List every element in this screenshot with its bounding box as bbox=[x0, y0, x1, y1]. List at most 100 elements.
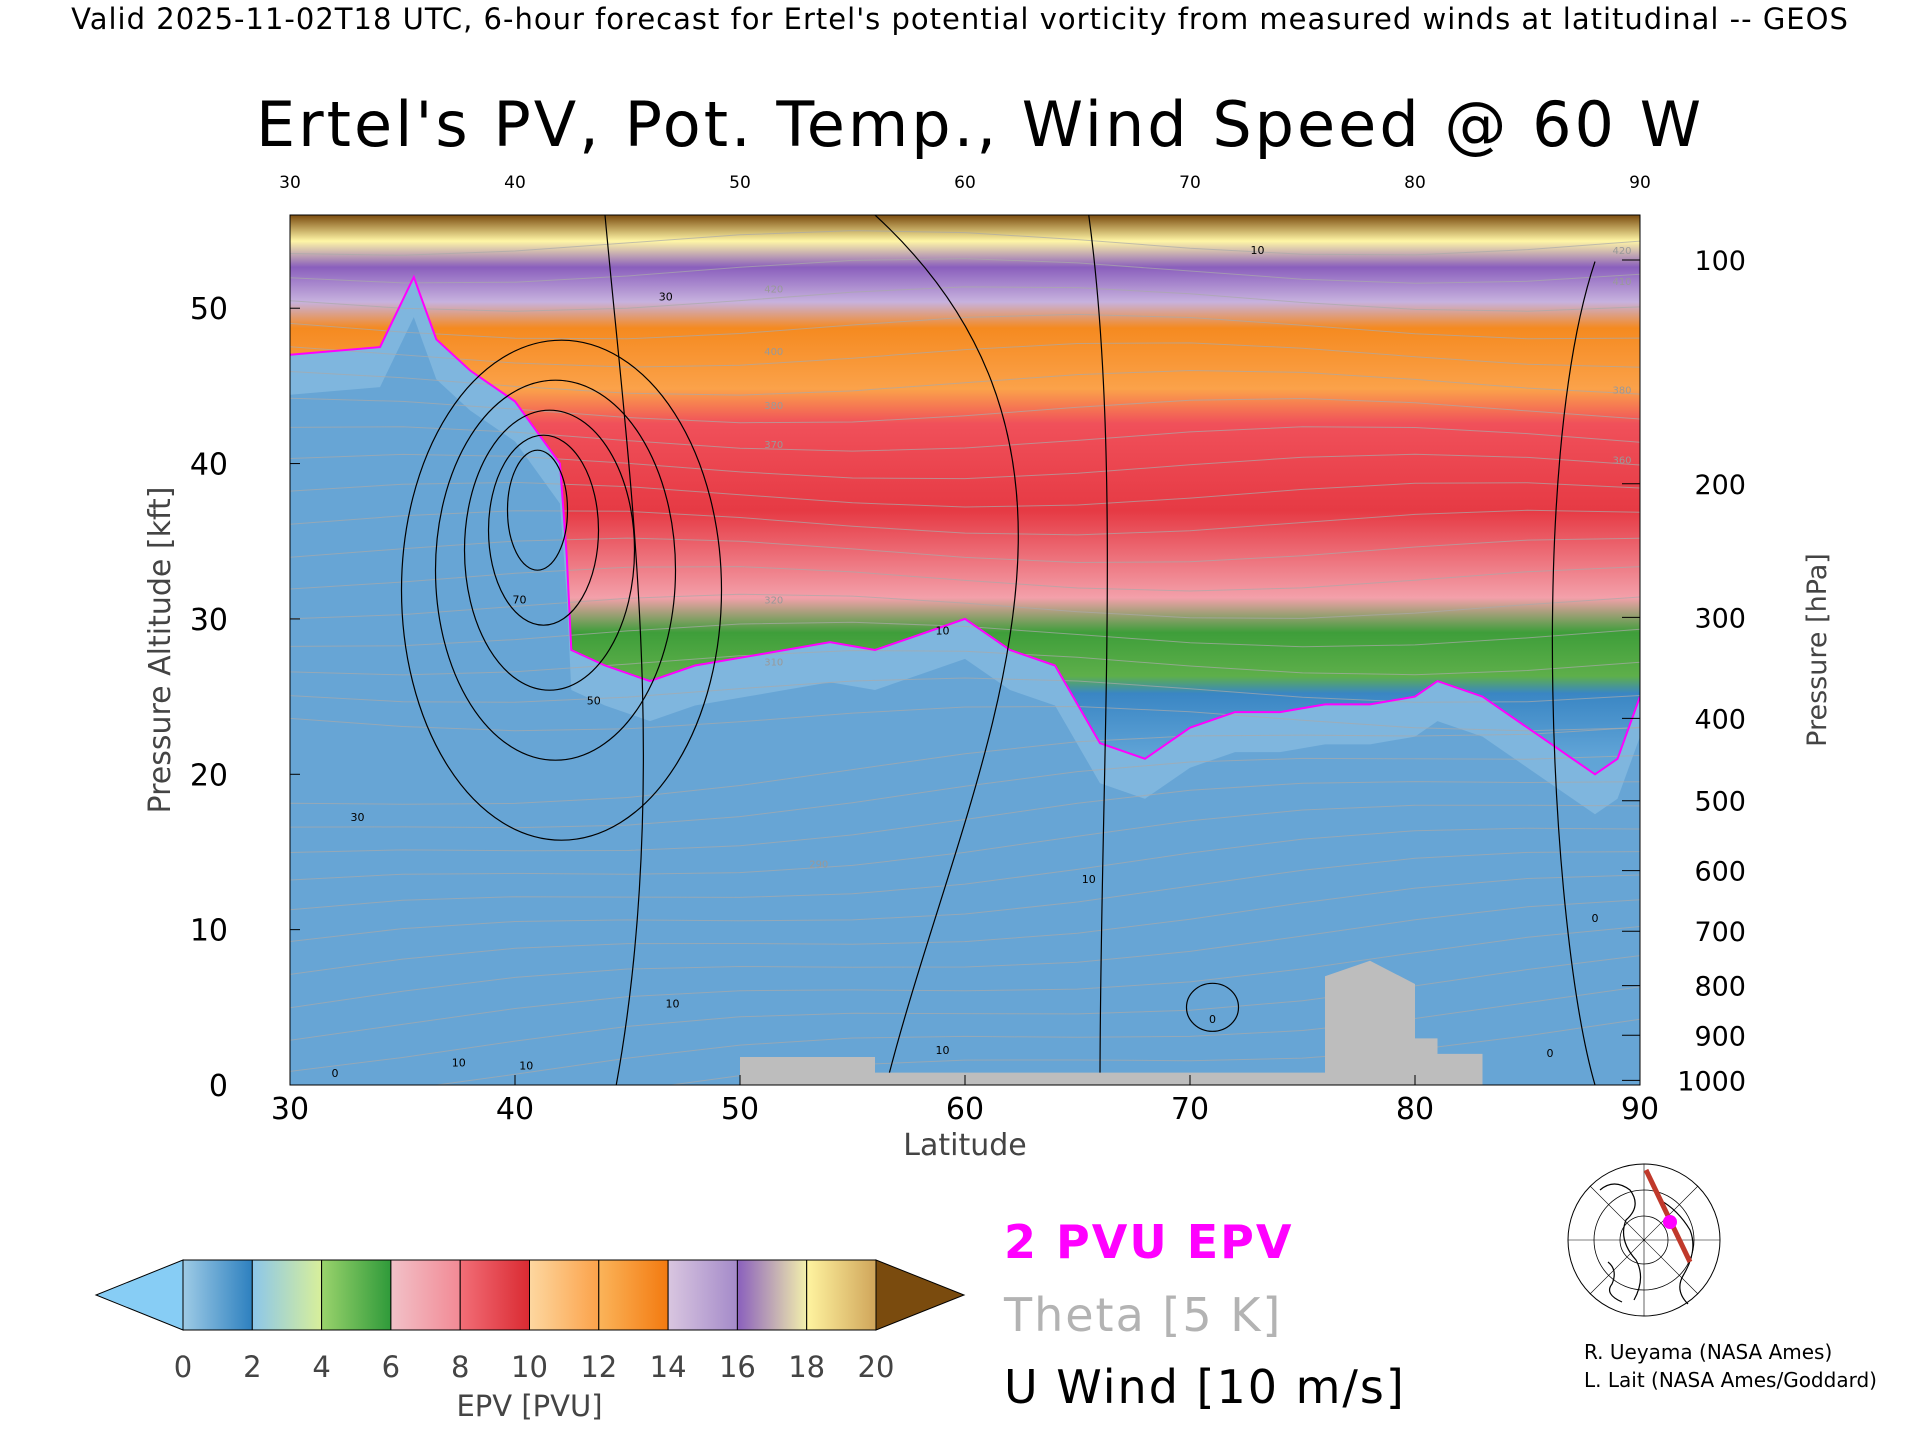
wind-contour-label: 10 bbox=[452, 1056, 466, 1069]
theta-isentrope bbox=[290, 426, 1640, 452]
theta-label: 410 bbox=[1612, 277, 1631, 288]
chart-title: Ertel's PV, Pot. Temp., Wind Speed @ 60 … bbox=[255, 88, 1704, 161]
theta-isentrope bbox=[290, 926, 1640, 1041]
theta-isentrope bbox=[290, 453, 1640, 480]
x-tick-label: 80 bbox=[1396, 1092, 1434, 1127]
wind-contour bbox=[1088, 215, 1108, 1085]
theta-label: 310 bbox=[764, 658, 783, 669]
wind-contour bbox=[604, 215, 644, 1085]
colorbar-tick-label: 2 bbox=[243, 1350, 261, 1384]
x-tick-label: 90 bbox=[1621, 1092, 1659, 1127]
theta-label: 420 bbox=[764, 285, 783, 296]
wind-contour-label: 0 bbox=[1209, 1013, 1216, 1026]
theta-isentrope bbox=[290, 369, 1640, 396]
credit-line: R. Ueyama (NASA Ames) bbox=[1584, 1340, 1833, 1364]
theta-isentrope bbox=[290, 899, 1640, 1009]
theta-isentrope bbox=[290, 755, 1640, 837]
x-axis-label: Latitude bbox=[903, 1128, 1026, 1163]
wind-contour-label: 10 bbox=[519, 1059, 533, 1072]
theta-label: 370 bbox=[764, 440, 783, 451]
theta-label: 400 bbox=[764, 347, 783, 358]
wind-contour-label: 0 bbox=[1547, 1047, 1554, 1060]
theta-isentrope bbox=[290, 230, 1640, 256]
legend-epv-key: 2 PVU EPV bbox=[1004, 1215, 1294, 1269]
wind-contour bbox=[487, 434, 600, 626]
theta-isentrope bbox=[290, 258, 1640, 284]
y-tick-label: 30 bbox=[190, 603, 228, 638]
theta-isentrope bbox=[290, 649, 1640, 676]
x-tick-label: 70 bbox=[1171, 1092, 1209, 1127]
credit-line: L. Lait (NASA Ames/Goddard) bbox=[1584, 1368, 1877, 1392]
x-tick-label: 60 bbox=[946, 1092, 984, 1127]
wind-contour bbox=[1551, 261, 1596, 1085]
theta-label: 380 bbox=[1612, 386, 1631, 397]
pressure-tick-label: 700 bbox=[1694, 917, 1746, 948]
y-axis-label: Pressure Altitude [kft] bbox=[143, 487, 178, 814]
colorbar-tick-label: 4 bbox=[312, 1350, 330, 1384]
colorbar-tick-label: 20 bbox=[858, 1350, 895, 1384]
theta-isentrope bbox=[290, 851, 1640, 949]
theta-isentrope bbox=[290, 781, 1640, 865]
theta-isentrope bbox=[290, 537, 1640, 564]
wind-contour-label: 10 bbox=[666, 997, 680, 1010]
credits: R. Ueyama (NASA Ames) L. Lait (NASA Ames… bbox=[1584, 1338, 1877, 1394]
theta-label: 320 bbox=[764, 595, 783, 606]
colorbar-tick-label: 14 bbox=[650, 1350, 687, 1384]
wind-contour bbox=[874, 215, 1019, 1085]
wind-contour bbox=[400, 339, 723, 841]
colorbar-tick-label: 16 bbox=[719, 1350, 756, 1384]
wind-contour-label: 10 bbox=[1251, 244, 1265, 257]
colorbar-tick-label: 12 bbox=[580, 1350, 617, 1384]
colorbar-band bbox=[736, 1259, 808, 1331]
colorbar-label: EPV [PVU] bbox=[456, 1389, 602, 1423]
x-top-tick-label: 30 bbox=[279, 173, 301, 193]
pressure-tick-label: 400 bbox=[1694, 704, 1746, 735]
colorbar-band bbox=[529, 1259, 600, 1331]
x-top-tick-label: 40 bbox=[504, 173, 526, 193]
locator-map bbox=[1546, 1158, 1742, 1317]
theta-isentrope bbox=[290, 286, 1640, 312]
pressure-tick-label: 200 bbox=[1694, 470, 1746, 501]
pressure-tick-label: 900 bbox=[1694, 1021, 1746, 1052]
colorbar-tick-label: 8 bbox=[451, 1350, 469, 1384]
x-tick-label: 40 bbox=[496, 1092, 534, 1127]
y-tick-label: 0 bbox=[209, 1069, 228, 1104]
forecast-header: Valid 2025-11-02T18 UTC, 6-hour forecast… bbox=[71, 2, 1849, 36]
theta-isentrope bbox=[290, 397, 1640, 424]
colorbar-over-arrow bbox=[875, 1259, 966, 1331]
y-tick-label: 50 bbox=[190, 292, 228, 327]
colorbar-band bbox=[390, 1259, 461, 1331]
colorbar-under-arrow bbox=[94, 1259, 184, 1331]
wind-contour-label: 0 bbox=[332, 1067, 339, 1080]
theta-isentrope bbox=[290, 726, 1640, 809]
x-top-tick-label: 70 bbox=[1179, 173, 1201, 193]
x-top-tick-label: 90 bbox=[1629, 173, 1651, 193]
theta-isentrope bbox=[290, 621, 1640, 648]
legend-theta-key: Theta [5 K] bbox=[1004, 1288, 1283, 1342]
theta-isentrope bbox=[290, 509, 1640, 536]
colorbar-band bbox=[182, 1259, 253, 1331]
pressure-tick-label: 500 bbox=[1694, 787, 1746, 818]
theta-isentrope bbox=[290, 874, 1640, 977]
theta-isentrope bbox=[290, 566, 1640, 592]
colorbar-tick-label: 10 bbox=[511, 1350, 548, 1384]
ground-topography bbox=[740, 960, 1483, 1085]
x-top-tick-label: 50 bbox=[729, 173, 751, 193]
wind-contour-label: 70 bbox=[513, 593, 527, 606]
wind-contour bbox=[1185, 982, 1240, 1032]
theta-isentrope bbox=[290, 827, 1640, 921]
theta-isentrope bbox=[290, 677, 1640, 703]
wind-contour-label: 30 bbox=[351, 811, 365, 824]
colorbar-band bbox=[598, 1259, 669, 1331]
y-tick-label: 20 bbox=[190, 758, 228, 793]
wind-contour-label: 10 bbox=[1082, 873, 1096, 886]
pressure-tick-label: 600 bbox=[1694, 857, 1746, 888]
colorbar-tick-label: 18 bbox=[788, 1350, 825, 1384]
wind-contour-label: 0 bbox=[1592, 912, 1599, 925]
theta-label: 380 bbox=[764, 401, 783, 412]
theta-isentrope bbox=[290, 705, 1640, 732]
colorbar-band bbox=[806, 1259, 877, 1331]
wind-contour-label: 10 bbox=[936, 1044, 950, 1057]
pressure-tick-label: 100 bbox=[1694, 246, 1746, 277]
